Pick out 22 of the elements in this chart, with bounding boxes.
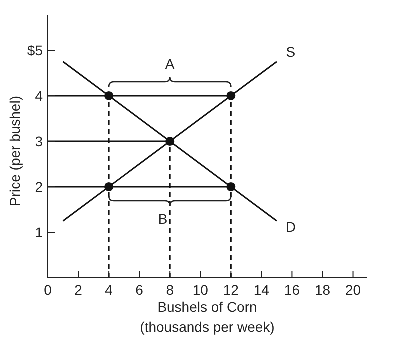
x-tick-label: 16 [284, 282, 300, 298]
annotation: A [165, 56, 176, 72]
y-tick-label: 4 [35, 88, 44, 104]
annotation: B [158, 210, 168, 227]
y-tick-label: 1 [35, 224, 44, 240]
series-label: D [286, 219, 296, 236]
x-tick-label: 4 [105, 282, 114, 298]
x-tick-label: 6 [136, 282, 144, 298]
x-tick-label: 12 [223, 282, 240, 298]
x-tick-label: 2 [74, 282, 83, 298]
x-tick-label: 0 [44, 282, 52, 298]
y-tick-label: 3 [35, 133, 44, 150]
x-axis-title: Bushels of Corn (thousands per week) [140, 299, 275, 335]
x-tick-label: 8 [166, 282, 174, 298]
x-tick-label: 10 [192, 282, 209, 298]
x-tick-label: 20 [345, 282, 362, 298]
y-tick-label: $5 [27, 42, 44, 58]
y-axis-title: Price (per bushel) [6, 96, 23, 206]
y-tick-label: 2 [35, 178, 44, 195]
x-tick-label: 18 [314, 282, 331, 298]
series-label: S [286, 44, 296, 60]
x-tick-label: 14 [254, 282, 270, 298]
